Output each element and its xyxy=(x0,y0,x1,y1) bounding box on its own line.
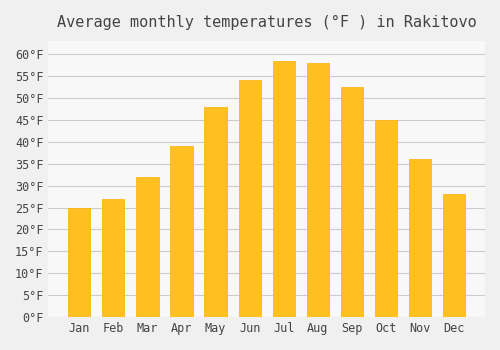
Bar xyxy=(409,159,431,317)
Bar xyxy=(102,199,124,317)
Bar xyxy=(238,80,260,317)
Bar xyxy=(375,120,397,317)
Bar xyxy=(306,63,329,317)
Bar xyxy=(204,107,227,317)
Bar xyxy=(341,87,363,317)
Title: Average monthly temperatures (°F ) in Rakitovo: Average monthly temperatures (°F ) in Ra… xyxy=(57,15,476,30)
Bar xyxy=(272,61,295,317)
Bar xyxy=(170,146,192,317)
Bar xyxy=(68,208,90,317)
Bar xyxy=(136,177,158,317)
Bar xyxy=(443,194,465,317)
